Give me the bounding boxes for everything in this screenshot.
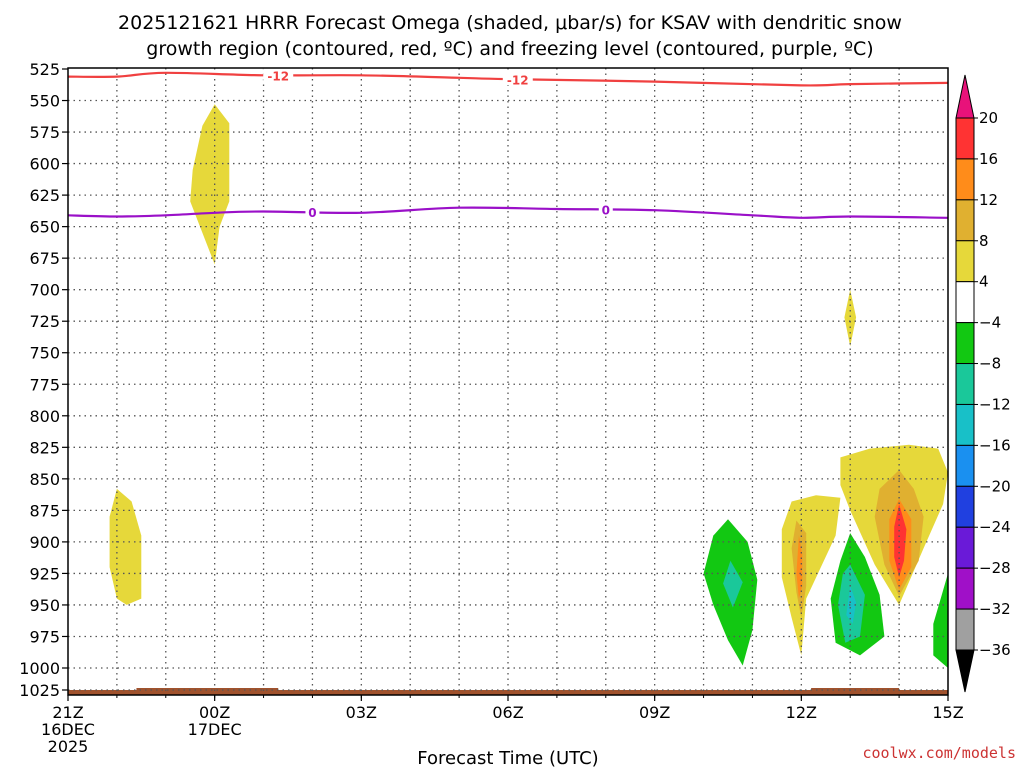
colorbar-label-11: −28 [979,559,1011,577]
colorbar-swatch-6 [955,363,975,405]
contour-label-bg-0-1 [502,72,533,86]
colorbar-label-9: −20 [979,477,1011,495]
y-tick-label-1025: 1025 [19,681,60,700]
contour-label-1-1: 0 [602,204,610,218]
colorbar-label-2: 12 [979,191,998,209]
colorbar-label-6: −8 [979,355,1001,373]
colorbar-swatch-11 [955,567,975,610]
y-tick-label-750: 750 [29,344,60,363]
colorbar-label-1: 16 [979,150,998,168]
x-tick-label-3-0: 06Z [492,703,523,722]
y-tick-label-625: 625 [29,186,60,205]
y-tick-label-975: 975 [29,627,60,646]
x-tick-label-1-1: 17DEC [188,720,242,739]
omega-shaded-regions [109,104,948,668]
x-tick-label-4-0: 09Z [639,703,670,722]
y-tick-label-825: 825 [29,438,60,457]
y-tick-label-675: 675 [29,249,60,268]
y-tick-label-850: 850 [29,470,60,489]
colorbar-bottom-arrow [955,649,975,693]
colorbar-label-5: −4 [979,314,1001,332]
colorbar-swatch-5 [955,322,975,365]
x-tick-label-0-1: 16DEC [41,720,95,739]
omega-region-7 [896,516,903,565]
terrain-bump-left [136,688,279,691]
contour-label-bg-0-0 [263,68,294,82]
contour-line-1 [67,206,949,219]
y-axis-ticks: 525 550 575 600 625 650 675 700 725 750 775 800 825 8… [19,60,68,700]
x-tick-label-0-0: 21Z [52,703,83,722]
contour-label-0-0: -12 [267,69,289,83]
colorbar-label-4: 4 [979,273,989,291]
colorbar-label-3: 8 [979,232,989,250]
omega-region-2 [844,289,857,347]
colorbar-swatch-4 [955,281,975,324]
omega-region-12 [723,560,743,608]
x-tick-label-0-2: 2025 [48,737,89,756]
colorbar-swatch-7 [955,403,975,446]
x-axis-title: Forecast Time (UTC) [417,748,598,768]
y-tick-label-875: 875 [29,501,60,520]
colorbar-label-7: −12 [979,395,1011,413]
omega-region-0 [190,104,230,265]
y-tick-label-925: 925 [29,564,60,583]
credit-text: coolwx.com/models [862,744,1016,762]
omega-region-8 [781,495,841,656]
y-tick-label-525: 525 [29,60,60,79]
y-tick-label-550: 550 [29,92,60,111]
colorbar-label-0: 20 [979,109,998,127]
colorbar-swatch-10 [955,526,975,569]
colorbar-swatch-2 [955,199,975,242]
x-tick-label-6-0: 15Z [932,703,963,722]
contour-label-1-0: 0 [308,206,316,220]
contour-lines: -12 -12 0 0 [67,68,949,220]
terrain-band [68,690,948,695]
colorbar-label-10: −24 [979,518,1011,536]
contour-line-0 [67,71,949,87]
y-tick-label-600: 600 [29,155,60,174]
x-tick-label-2-0: 03Z [346,703,377,722]
colorbar-swatch-3 [955,240,975,283]
colorbar-label-13: −36 [979,641,1011,659]
omega-region-10 [796,535,803,599]
y-tick-label-650: 650 [29,218,60,237]
y-tick-label-575: 575 [29,123,60,142]
omega-region-15 [846,586,857,624]
terrain-layer [68,688,948,695]
colorbar-swatch-8 [955,444,975,487]
colorbar-label-8: −16 [979,436,1011,454]
colorbar: 20 16 12 8 4 −4 −8 −12 −16 −20 −24 −28 −32 −36 [955,74,1011,693]
grid-lines [68,68,948,695]
y-tick-label-725: 725 [29,312,60,331]
chart-title-line-2: growth region (contoured, red, ºC) and f… [146,38,873,60]
x-tick-label-5-0: 12Z [786,703,817,722]
x-tick-label-1-0: 00Z [199,703,230,722]
colorbar-label-12: −32 [979,600,1011,618]
omega-region-16 [933,573,948,668]
y-tick-label-775: 775 [29,375,60,394]
contour-label-bg-1-0 [305,205,320,219]
colorbar-swatch-9 [955,485,975,528]
contour-label-0-1: -12 [507,73,529,87]
y-tick-label-950: 950 [29,596,60,615]
contour-label-bg-1-1 [598,202,613,216]
chart-title-line-1: 2025121621 HRRR Forecast Omega (shaded, … [118,12,902,34]
colorbar-swatch-0 [955,117,975,160]
y-tick-label-800: 800 [29,407,60,426]
y-tick-label-700: 700 [29,281,60,300]
colorbar-swatch-1 [955,158,975,201]
y-tick-label-900: 900 [29,533,60,552]
colorbar-swatch-12 [955,608,975,651]
omega-region-1 [109,488,142,605]
y-tick-label-1000: 1000 [19,659,60,678]
colorbar-top-arrow [955,74,975,119]
